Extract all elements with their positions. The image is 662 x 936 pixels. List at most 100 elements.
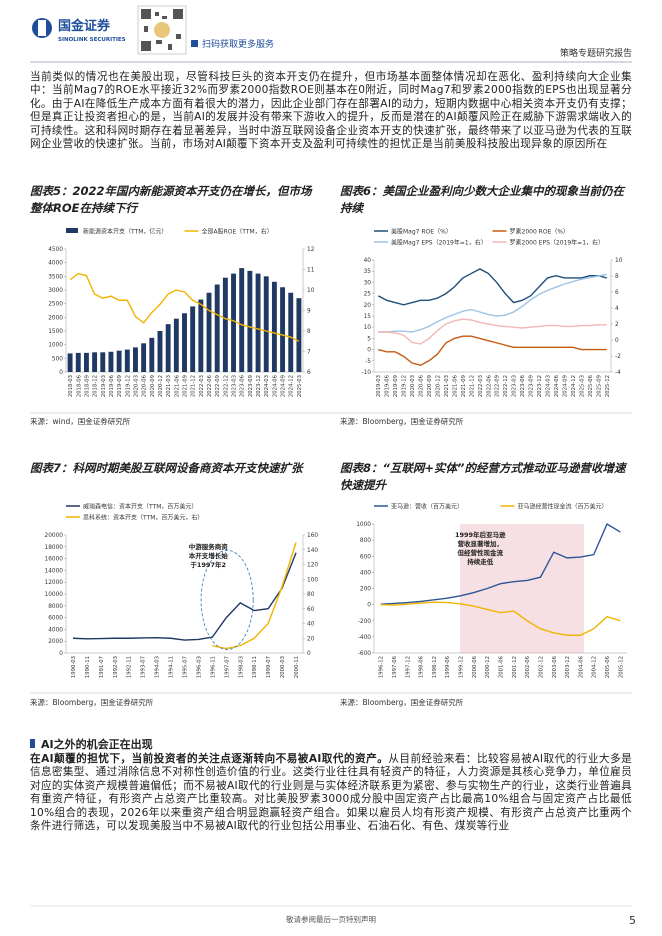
x-tick-label: 1995-07 xyxy=(183,656,189,678)
bar xyxy=(83,352,89,372)
y-tick-label: 3500 xyxy=(48,274,63,280)
chart: 美股Mag7 ROE（%） 罗素2000 ROE（%） 美股Mag7 EPS（201… xyxy=(362,228,623,398)
y2-tick-label: 160 xyxy=(307,533,318,539)
y-tick-label: 18000 xyxy=(45,545,64,551)
rule xyxy=(30,412,632,414)
bar xyxy=(165,324,171,372)
icon xyxy=(191,40,198,47)
line-series xyxy=(72,552,297,641)
report-type: 策略专题研究报告 xyxy=(560,47,632,59)
x-tick-label: 2022-06 xyxy=(207,374,213,397)
body: 从目前经验来看：比较容易被AI取代的行业大多是信息密集型、通过消除信息不对称性创… xyxy=(30,753,632,833)
x-tick-label: 2021-09 xyxy=(183,375,189,397)
x-tick-label: 2020-03 xyxy=(133,375,139,397)
x-tick-label: 1993-07 xyxy=(141,656,147,678)
y2-tick-label: 8 xyxy=(307,329,311,335)
bar xyxy=(190,306,196,372)
disclaimer: 敬请参阅最后一页特别声明 xyxy=(286,914,376,924)
x-tick-label: 1992-03 xyxy=(113,656,119,678)
x-tick-label: 2000-03 xyxy=(280,656,286,678)
x-tick-label: 2019-06 xyxy=(385,374,391,397)
x-tick-label: 1999-12 xyxy=(459,656,465,678)
y-tick-label: 400 xyxy=(360,570,371,576)
x-tick-label: 2019-06 xyxy=(109,374,115,397)
y-tick-label: 0 xyxy=(59,651,63,657)
figure-title: 图表8：“互联网+实体”的经营方式推动亚马逊营收增速快速提升 xyxy=(340,461,626,492)
x-tick-label: 1996-12 xyxy=(379,656,385,678)
bar xyxy=(231,273,236,372)
y-tick-label: 40 xyxy=(364,258,372,264)
y-tick-label: 200 xyxy=(360,587,371,593)
x-tick-label: 2023-09 xyxy=(248,375,254,397)
x-tick-label: 2020-06 xyxy=(142,374,148,397)
x-tick-label: 2001-12 xyxy=(512,656,518,678)
y-tick-label: -400 xyxy=(358,635,371,641)
x-tick-label: 2019-03 xyxy=(376,375,382,397)
x-tick-label: 1990-03 xyxy=(71,656,77,678)
x-tick-label: 2020-06 xyxy=(419,374,425,397)
line-series xyxy=(212,542,297,650)
bar xyxy=(247,270,253,372)
company-name: 国金证券 xyxy=(58,18,111,34)
x-tick-label: 2024-09 xyxy=(281,375,287,397)
x-tick-label: 2019-12 xyxy=(402,375,408,397)
x-tick-label: 1996-03 xyxy=(196,656,202,678)
legend-label: 全部A股ROE（TTM，右） xyxy=(202,228,273,236)
legend-label: 亚马逊经营性现金流（百万美元） xyxy=(518,503,608,511)
line-series xyxy=(69,272,300,342)
y-tick-label: 4500 xyxy=(48,247,63,253)
figure-source: 来源：Bloomberg，国金证券研究所 xyxy=(340,698,464,707)
bar xyxy=(67,353,73,372)
annotation: 但经营性现金流 xyxy=(457,548,504,557)
y2-tick-label: 0 xyxy=(615,338,619,344)
x-tick-label: 2000-11 xyxy=(294,656,300,678)
x-tick-label: 2019-03 xyxy=(101,375,107,397)
x-tick-label: 2022-03 xyxy=(478,375,484,397)
y2-tick-label: 10 xyxy=(615,258,623,264)
x-tick-label: 2019-12 xyxy=(125,375,131,397)
x-tick-label: 2020-12 xyxy=(158,375,164,397)
x-tick-label: 1992-11 xyxy=(127,656,133,678)
legend-label: 新能源资本开支（TTM，亿元） xyxy=(83,228,167,236)
x-tick-label: 1999-07 xyxy=(266,656,272,678)
y-tick-label: 4000 xyxy=(48,627,63,633)
chart: 新能源资本开支（TTM，亿元） 全部A股ROE（TTM，右） 0 500 1000 150… xyxy=(48,228,314,398)
y2-tick-label: 120 xyxy=(307,563,318,569)
y2-tick-label: 4 xyxy=(615,306,619,312)
x-tick-label: 2022-03 xyxy=(199,375,205,397)
legend-label: 亚马逊：营收（百万美元） xyxy=(391,503,463,511)
x-tick-label: 2022-06 xyxy=(486,374,492,397)
y-tick-label: 3000 xyxy=(48,288,63,294)
y-tick-label: 0 xyxy=(367,348,371,354)
bar xyxy=(108,351,114,372)
x-tick-label: 1994-11 xyxy=(169,656,175,678)
x-tick-label: 2025-09 xyxy=(596,375,602,397)
y-tick-label: 800 xyxy=(360,538,371,544)
x-tick-label: 2000-06 xyxy=(472,655,478,678)
y2-tick-label: 80 xyxy=(307,592,315,598)
x-tick-label: 2021-06 xyxy=(452,374,458,397)
y-tick-label: -200 xyxy=(358,619,371,625)
qr-pattern xyxy=(141,9,183,51)
bar xyxy=(157,331,163,372)
y2-tick-label: 9 xyxy=(307,309,311,315)
x-tick-label: 2021-06 xyxy=(174,374,180,397)
x-tick-label: 2024-03 xyxy=(546,375,552,397)
y2-tick-label: -2 xyxy=(615,354,621,360)
y2-tick-label: 20 xyxy=(307,636,315,642)
x-tick-label: 1997-06 xyxy=(392,655,398,678)
y-tick-label: 2500 xyxy=(48,302,63,308)
annotation: 1999年后亚马逊 xyxy=(455,530,506,539)
x-tick-label: 2019-09 xyxy=(393,375,399,397)
company-name-en: SINOLINK SECURITIES xyxy=(58,37,126,43)
x-tick-label: 2023-12 xyxy=(537,375,543,397)
figure-title: 图表5：2022年国内新能源资本开支仍在增长，但市场整体ROE在持续下行 xyxy=(30,184,312,215)
y-tick-label: 25 xyxy=(364,292,372,298)
x-tick-label: 2024-09 xyxy=(562,375,568,397)
chart: 威瑞森电信：资本开支（TTM，百万美元） 思科系统：资本开支（TTM，百万美元，右… xyxy=(45,503,319,679)
x-tick-label: 2005-06 xyxy=(605,655,611,678)
chart: 亚马逊：营收（百万美元） 亚马逊经营性现金流（百万美元） -600 -400 -200 0… xyxy=(356,503,627,678)
legend-label: 美股Mag7 EPS（2019年=1，右） xyxy=(391,239,487,247)
rule xyxy=(30,692,632,694)
